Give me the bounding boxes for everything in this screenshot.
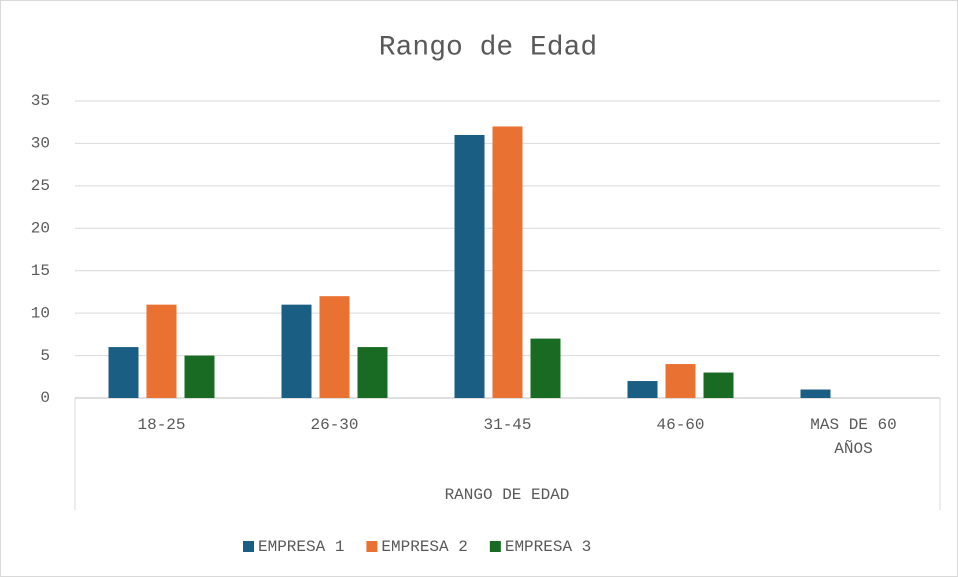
legend-label: EMPRESA 2 — [381, 538, 467, 556]
x-axis-title: RANGO DE EDAD — [445, 486, 570, 504]
legend-swatch — [489, 541, 501, 552]
bar — [800, 389, 831, 398]
bar — [492, 126, 523, 398]
y-tick-label: 20 — [31, 220, 50, 238]
legend-swatch — [366, 541, 378, 552]
bar — [146, 304, 177, 398]
bar — [357, 347, 388, 398]
y-tick-label: 5 — [40, 347, 50, 365]
bar — [184, 355, 215, 398]
bar — [530, 338, 561, 398]
bar — [108, 347, 139, 398]
x-tick-label: 18-25 — [137, 416, 186, 434]
bar — [281, 304, 312, 398]
y-tick-label: 25 — [31, 177, 50, 195]
bar — [627, 381, 658, 398]
legend-label: EMPRESA 1 — [258, 538, 344, 556]
legend-swatch — [243, 541, 254, 552]
x-tick-label: 46-60 — [656, 416, 705, 434]
x-tick-label: 31-45 — [483, 416, 532, 434]
x-tick-label: MAS DE 60 AÑOS — [810, 416, 897, 458]
x-tick-label: 26-30 — [310, 416, 359, 434]
y-tick-label: 15 — [31, 262, 50, 280]
chart-title: Rango de Edad — [379, 32, 597, 63]
y-tick-label: 35 — [31, 92, 50, 110]
y-tick-label: 0 — [40, 389, 50, 407]
legend-label: EMPRESA 3 — [505, 538, 591, 556]
bar — [703, 372, 734, 398]
bar — [454, 134, 485, 398]
bar — [319, 296, 350, 398]
y-tick-label: 30 — [31, 135, 50, 153]
y-tick-label: 10 — [31, 304, 50, 322]
bar — [665, 364, 696, 398]
